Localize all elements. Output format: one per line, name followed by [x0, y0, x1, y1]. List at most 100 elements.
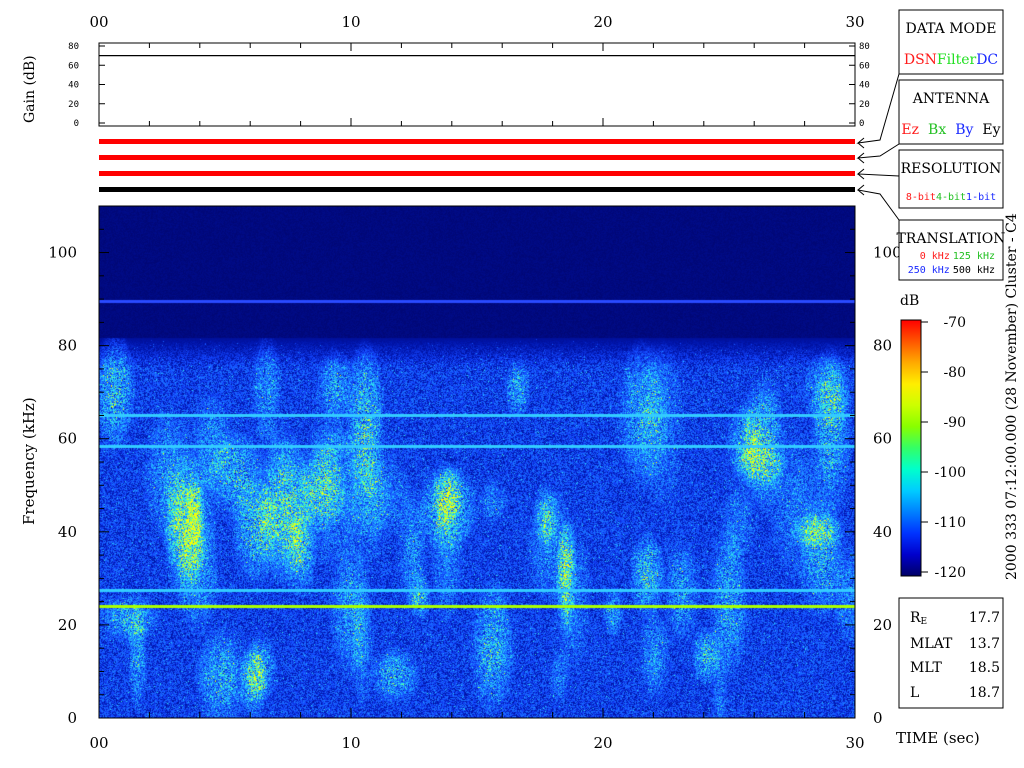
- resolution-box: RESOLUTION 8-bit4-bit1-bit: [898, 149, 1004, 209]
- freq-tick-label-right: 80: [873, 337, 892, 355]
- data-mode-dsn: DSN: [904, 52, 937, 68]
- colorbar-tick-label: -100: [935, 465, 966, 481]
- gain-tick-label: 40: [68, 81, 79, 91]
- colorbar-gradient: [900, 319, 922, 577]
- gain-tick-label: 0: [74, 119, 79, 129]
- connector-data-mode-arrow: [857, 142, 865, 149]
- orbit-label-re: RE: [910, 610, 927, 627]
- connector-translation-arrow: [857, 189, 865, 196]
- bottom-time-label: 00: [89, 734, 108, 752]
- connector-antenna-arrow: [857, 157, 865, 164]
- connector-data-mode: [856, 73, 900, 144]
- orbit-box: RE 17.7 MLAT 13.7 MLT 18.5 L 18.7: [898, 597, 1004, 709]
- translation-500khz: 500 kHz: [953, 265, 995, 276]
- colorbar: dB -70 -80 -90 -100 -110 -120 2000 333 07:12:…: [900, 213, 1020, 581]
- gain-plot-frame: [98, 42, 856, 127]
- bottom-time-label: 10: [341, 734, 360, 752]
- orbit-value-mlat: 13.7: [969, 636, 1000, 652]
- top-time-label: 10: [341, 13, 360, 31]
- data-mode-box: DATA MODE DSNFilterDC: [898, 9, 1004, 75]
- data-mode-frame: [898, 9, 1004, 75]
- colorbar-tick-label: -70: [943, 315, 966, 331]
- antenna-ez: Ez: [901, 122, 919, 138]
- gain-tick-label: 60: [68, 61, 79, 71]
- connector-resolution: [856, 168, 900, 177]
- orbit-label-mlat: MLAT: [910, 636, 953, 652]
- legend-connectors: [856, 73, 900, 221]
- freq-tick-label-right: 0: [873, 709, 883, 727]
- resolution-values: 8-bit4-bit1-bit: [906, 192, 996, 203]
- gain-tick-label-right: 60: [859, 61, 870, 71]
- colorbar-unit: dB: [900, 293, 919, 309]
- top-time-label: 30: [845, 13, 864, 31]
- antenna-by: By: [955, 122, 973, 138]
- orbit-label-l: L: [910, 685, 919, 701]
- gain-tick-label-right: 20: [859, 100, 870, 110]
- freq-tick-label-right: 60: [873, 430, 892, 448]
- translation-250khz: 250 kHz: [908, 265, 950, 276]
- antenna-values: Ez Bx By Ey: [901, 122, 1000, 138]
- bottom-time-label: 20: [593, 734, 612, 752]
- frequency-axis-title: Frequency (kHz): [20, 397, 38, 525]
- freq-tick-label-right: 40: [873, 523, 892, 541]
- freq-tick-label: 20: [58, 616, 77, 634]
- translation-0khz: 0 kHz: [920, 251, 950, 262]
- top-time-axis: 00 10 20 30: [89, 13, 864, 31]
- resolution-8bit: 8-bit: [906, 192, 936, 203]
- gain-tick-label: 20: [68, 100, 79, 110]
- status-bars: [99, 139, 855, 192]
- data-mode-filter: Filter: [937, 52, 977, 68]
- translation-title: TRANSLATION: [896, 231, 1005, 247]
- translation-frame: [898, 219, 1004, 281]
- connector-antenna: [856, 143, 900, 159]
- data-mode-values: DSNFilterDC: [904, 52, 998, 68]
- time-axis-title: TIME (sec): [896, 729, 980, 747]
- translation-125khz: 125 kHz: [953, 251, 995, 262]
- colorbar-tick-label: -120: [935, 565, 966, 581]
- bottom-time-axis: 00 10 20 30: [89, 734, 864, 752]
- bottom-time-label: 30: [845, 734, 864, 752]
- orbit-value-mlt: 18.5: [969, 660, 1000, 676]
- top-time-label: 20: [593, 13, 612, 31]
- spectrogram-image: [99, 206, 855, 718]
- freq-tick-label: 0: [67, 709, 77, 727]
- status-bar-3: [99, 171, 855, 176]
- colorbar-tick-label: -110: [935, 515, 966, 531]
- data-mode-title: DATA MODE: [906, 21, 997, 37]
- colorbar-ticks: -70 -80 -90 -100 -110 -120: [921, 315, 966, 581]
- gain-tick-label-right: 0: [859, 119, 864, 129]
- orbit-value-re: 17.7: [969, 610, 1000, 626]
- gain-panel: 0 0 20 20 40 40 60 60 80 80 Gain (dB): [22, 42, 870, 129]
- freq-tick-label-right: 20: [873, 616, 892, 634]
- freq-tick-label: 100: [48, 244, 77, 262]
- resolution-4bit: 4-bit: [936, 192, 966, 203]
- figure-title: 2000 333 07:12:00.000 (28 November) Clus…: [1004, 213, 1020, 580]
- colorbar-tick-label: -80: [943, 365, 966, 381]
- connector-resolution-arrow: [857, 173, 865, 180]
- translation-row-1: 0 kHz 125 kHz: [920, 251, 995, 262]
- antenna-bx: Bx: [928, 122, 946, 138]
- gain-tick-label: 80: [68, 42, 79, 52]
- gain-axis-title: Gain (dB): [22, 55, 38, 123]
- freq-tick-label: 80: [58, 337, 77, 355]
- resolution-title: RESOLUTION: [901, 161, 1002, 177]
- status-bar-4: [99, 187, 855, 192]
- orbit-label-mlt: MLT: [910, 660, 942, 676]
- resolution-frame: [898, 149, 1004, 209]
- top-time-label: 00: [89, 13, 108, 31]
- gain-tick-label-right: 40: [859, 81, 870, 91]
- translation-box: TRANSLATION 0 kHz 125 kHz 250 kHz 500 kHz: [896, 219, 1006, 281]
- antenna-title: ANTENNA: [912, 91, 990, 107]
- resolution-1bit: 1-bit: [966, 192, 996, 203]
- status-bar-2: [99, 155, 855, 160]
- freq-tick-label-right: 100: [873, 244, 902, 262]
- freq-tick-label: 40: [58, 523, 77, 541]
- translation-row-2: 250 kHz 500 kHz: [908, 265, 995, 276]
- antenna-ey: Ey: [982, 122, 1000, 138]
- status-bar-1: [99, 139, 855, 144]
- frequency-axis-labels: 0 0 20 20 40 40 60 60 80 80 100 100: [48, 244, 901, 727]
- data-mode-dc: DC: [976, 52, 998, 68]
- antenna-box: ANTENNA Ez Bx By Ey: [898, 79, 1004, 145]
- colorbar-tick-label: -90: [943, 415, 966, 431]
